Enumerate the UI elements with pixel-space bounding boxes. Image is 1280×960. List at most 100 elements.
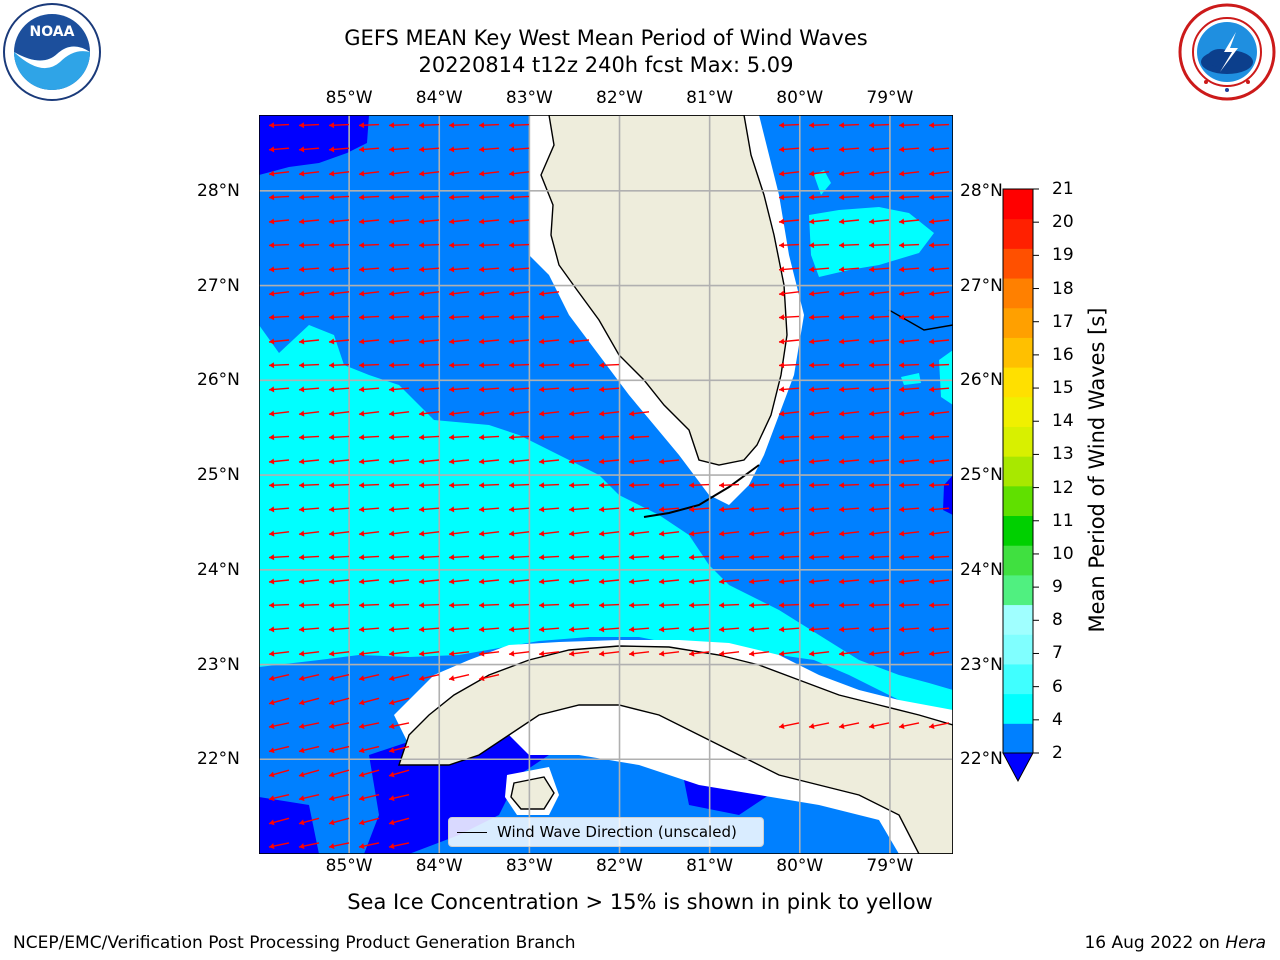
wave-direction-arrowhead <box>569 602 575 609</box>
wave-direction-arrowhead <box>269 290 275 297</box>
wave-direction-arrowhead <box>419 675 425 682</box>
wave-direction-arrowhead <box>479 146 485 153</box>
wave-direction-arrowhead <box>329 386 335 393</box>
wave-direction-arrowhead <box>539 626 545 633</box>
wave-direction-arrowhead <box>719 650 725 657</box>
wave-direction-arrowhead <box>929 410 935 417</box>
wave-direction-arrowhead <box>779 410 785 417</box>
wave-direction-arrowhead <box>809 122 815 129</box>
wave-direction-arrowhead <box>359 650 365 657</box>
wave-direction-arrowhead <box>569 434 575 441</box>
wave-direction-arrowhead <box>389 194 395 201</box>
noaa-logo: NOAA <box>2 2 104 106</box>
wave-direction-arrowhead <box>509 338 515 345</box>
colorbar-tick-label: 19 <box>1052 245 1074 266</box>
wave-direction-arrowhead <box>809 626 815 633</box>
wave-direction-arrowhead <box>869 723 875 730</box>
wave-direction-arrowhead <box>329 434 335 441</box>
wave-direction-arrowhead <box>479 578 485 585</box>
wave-direction-arrowhead <box>629 626 635 633</box>
wave-direction-arrowhead <box>719 482 725 489</box>
wave-direction-arrowhead <box>299 650 305 657</box>
wave-direction-arrowhead <box>269 506 275 513</box>
wave-direction-arrowhead <box>419 602 425 609</box>
wave-direction-arrowhead <box>389 650 395 657</box>
wave-direction-arrowhead <box>269 650 275 657</box>
wave-direction-arrowhead <box>389 530 395 537</box>
lon-tick-label-top: 85°W <box>325 88 373 108</box>
wave-direction-arrowhead <box>719 554 725 561</box>
colorbar-tick-label: 13 <box>1052 444 1074 465</box>
wave-direction-arrowhead <box>929 170 935 177</box>
map-legend: Wind Wave Direction (unscaled) <box>448 817 764 847</box>
wave-direction-arrowhead <box>599 386 605 393</box>
wave-direction-arrowhead <box>329 290 335 297</box>
wave-direction-arrowhead <box>389 218 395 225</box>
wave-direction-arrowhead <box>389 578 395 585</box>
wave-direction-arrowhead <box>269 338 275 345</box>
wave-direction-arrowhead <box>809 650 815 657</box>
wave-direction-arrowhead <box>269 170 275 177</box>
legend-line-swatch <box>457 831 487 833</box>
wave-direction-arrowhead <box>269 747 275 754</box>
wave-direction-arrowhead <box>839 146 845 153</box>
wave-direction-arrowhead <box>299 266 305 273</box>
wave-direction-arrowhead <box>269 266 275 273</box>
wave-direction-arrowhead <box>689 554 695 561</box>
wave-direction-arrowhead <box>299 723 305 730</box>
colorbar-frame <box>1002 188 1034 754</box>
wave-direction-arrowhead <box>899 386 905 393</box>
wave-direction-arrowhead <box>689 626 695 633</box>
wave-direction-arrowhead <box>569 338 575 345</box>
wave-direction-arrowhead <box>359 386 365 393</box>
wave-direction-arrowhead <box>869 266 875 273</box>
wave-direction-arrowhead <box>449 194 455 201</box>
wave-direction-arrowhead <box>779 290 785 297</box>
wave-direction-arrowhead <box>719 578 725 585</box>
wave-direction-arrowhead <box>359 819 365 826</box>
period-4-6-east-spot3 <box>939 350 953 405</box>
wave-direction-arrowhead <box>869 434 875 441</box>
wave-direction-arrowhead <box>929 314 935 321</box>
wave-direction-arrowhead <box>899 410 905 417</box>
wave-direction-arrowhead <box>389 626 395 633</box>
period-4-6-east-spot <box>814 170 831 195</box>
colorbar-segment <box>1003 426 1033 457</box>
wave-direction-arrowhead <box>839 650 845 657</box>
wave-direction-arrowhead <box>419 386 425 393</box>
wave-direction-arrowhead <box>359 314 365 321</box>
wave-direction-arrowhead <box>539 410 545 417</box>
wave-direction-arrowhead <box>449 530 455 537</box>
keys-coastline <box>643 464 760 518</box>
wave-direction-arrowhead <box>509 194 515 201</box>
wave-direction-arrowhead <box>539 650 545 657</box>
wave-direction-arrowhead <box>479 530 485 537</box>
lon-tick-label-bottom: 82°W <box>596 856 643 876</box>
period-4-6-band <box>259 325 953 720</box>
wave-direction-arrowhead <box>839 723 845 730</box>
wave-direction-arrowhead <box>869 194 875 201</box>
wave-direction-arrowhead <box>839 578 845 585</box>
lat-tick-label-left: 26°N <box>197 370 240 391</box>
wave-direction-arrowhead <box>269 458 275 465</box>
wave-direction-arrowhead <box>809 314 815 321</box>
wave-direction-arrowhead <box>419 458 425 465</box>
wave-direction-arrowhead <box>839 242 845 249</box>
wave-direction-arrowhead <box>479 602 485 609</box>
wave-direction-arrowhead <box>449 626 455 633</box>
colorbar-segment <box>1003 307 1033 338</box>
wave-direction-arrowhead <box>359 602 365 609</box>
wave-direction-arrowhead <box>899 650 905 657</box>
wave-direction-arrowhead <box>419 314 425 321</box>
wave-direction-arrowhead <box>899 626 905 633</box>
wave-direction-arrowhead <box>839 554 845 561</box>
wave-direction-arrowhead <box>599 578 605 585</box>
wave-direction-arrowhead <box>659 482 665 489</box>
wave-direction-arrowhead <box>899 482 905 489</box>
wave-direction-arrowhead <box>299 675 305 682</box>
wave-direction-arrowhead <box>779 458 785 465</box>
wave-direction-arrowhead <box>599 650 605 657</box>
wave-direction-arrowhead <box>929 650 935 657</box>
wave-direction-arrowhead <box>929 338 935 345</box>
wave-direction-arrowhead <box>839 290 845 297</box>
